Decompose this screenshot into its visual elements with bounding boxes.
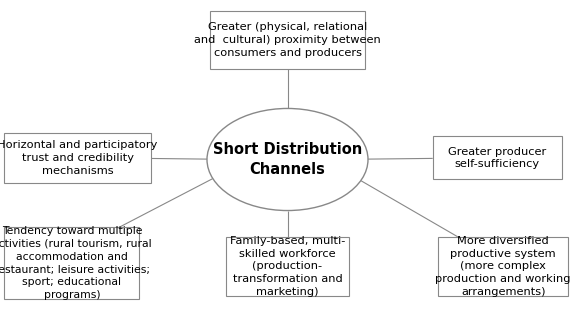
- FancyBboxPatch shape: [5, 227, 140, 299]
- FancyBboxPatch shape: [5, 133, 151, 182]
- Text: Short Distribution
Channels: Short Distribution Channels: [213, 142, 362, 177]
- FancyBboxPatch shape: [210, 11, 365, 69]
- FancyBboxPatch shape: [432, 137, 562, 179]
- FancyBboxPatch shape: [439, 237, 568, 296]
- Ellipse shape: [207, 108, 368, 211]
- FancyBboxPatch shape: [225, 237, 350, 296]
- Text: Greater producer
self-sufficiency: Greater producer self-sufficiency: [448, 146, 546, 169]
- Text: Family-based, multi-
skilled workforce
(production-
transformation and
marketing: Family-based, multi- skilled workforce (…: [230, 236, 345, 297]
- Text: More diversified
productive system
(more complex
production and working
arrangem: More diversified productive system (more…: [435, 236, 571, 297]
- Text: Greater (physical, relational
and  cultural) proximity between
consumers and pro: Greater (physical, relational and cultur…: [194, 22, 381, 58]
- Text: Tendency toward multiple
activities (rural tourism, rural
accommodation and
rest: Tendency toward multiple activities (rur…: [0, 226, 152, 300]
- Text: Horizontal and participatory
trust and credibility
mechanisms: Horizontal and participatory trust and c…: [0, 140, 158, 176]
